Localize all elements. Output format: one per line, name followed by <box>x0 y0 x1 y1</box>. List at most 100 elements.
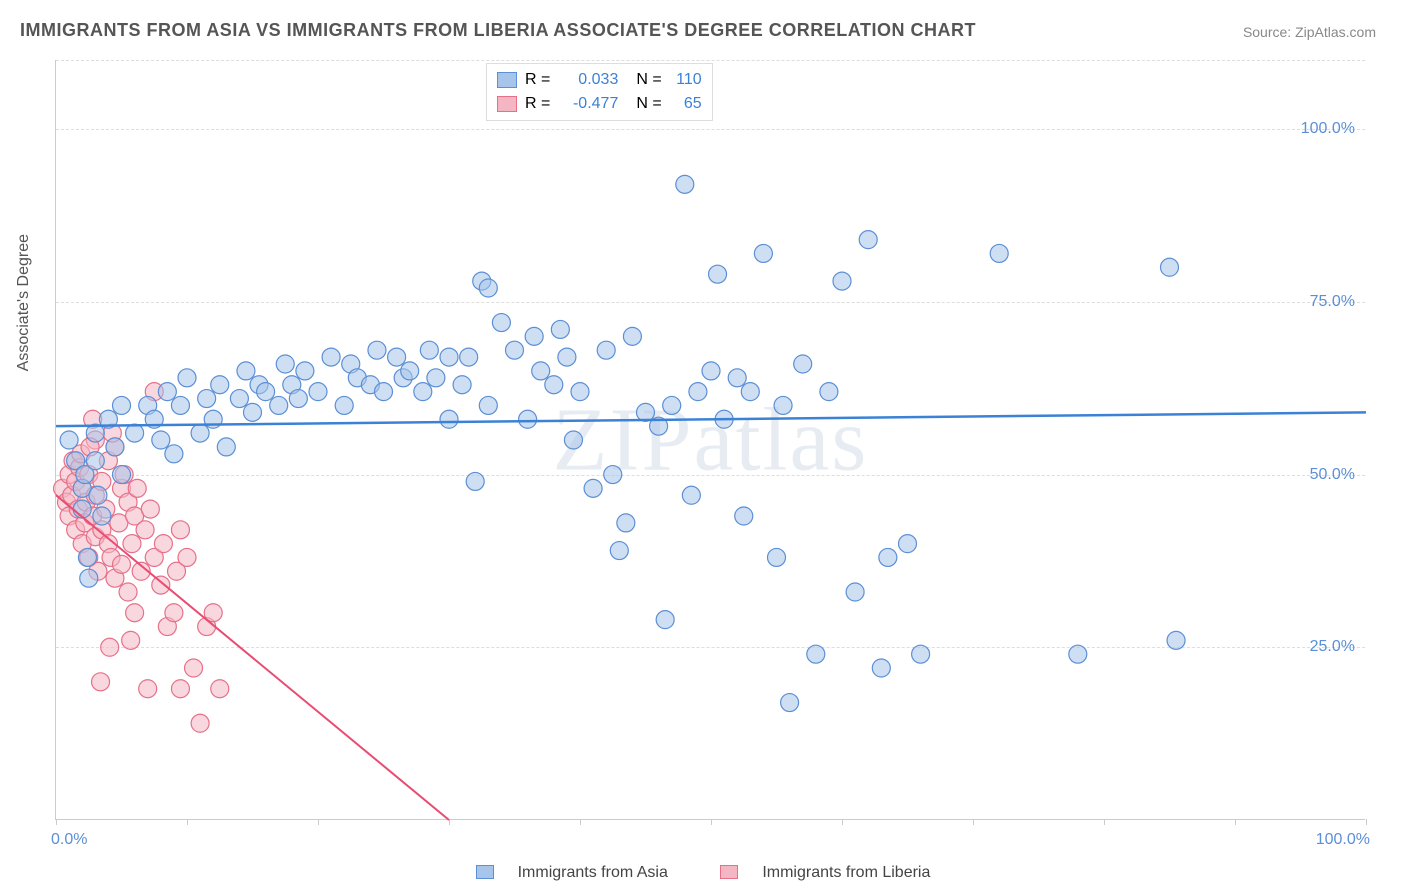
data-point <box>899 535 917 553</box>
data-point <box>141 500 159 518</box>
n-label-liberia: N = <box>636 95 661 113</box>
r-value-asia: 0.033 <box>558 71 618 89</box>
data-point <box>276 355 294 373</box>
data-point <box>663 396 681 414</box>
data-point <box>80 569 98 587</box>
data-point <box>158 383 176 401</box>
data-point <box>237 362 255 380</box>
data-point <box>558 348 576 366</box>
data-point <box>610 542 628 560</box>
data-point <box>551 320 569 338</box>
data-point <box>296 362 314 380</box>
data-point <box>171 680 189 698</box>
data-point <box>165 604 183 622</box>
x-tick <box>842 819 843 825</box>
swatch-asia <box>497 72 517 88</box>
data-point <box>230 390 248 408</box>
n-value-asia: 110 <box>670 71 702 89</box>
data-point <box>401 362 419 380</box>
data-point <box>702 362 720 380</box>
x-tick <box>1104 819 1105 825</box>
x-axis-max-label: 100.0% <box>1316 831 1370 849</box>
data-point <box>545 376 563 394</box>
x-tick <box>187 819 188 825</box>
data-point <box>152 431 170 449</box>
data-point <box>414 383 432 401</box>
data-point <box>833 272 851 290</box>
stats-legend: R = 0.033 N = 110 R = -0.477 N = 65 <box>486 63 713 121</box>
data-point <box>191 714 209 732</box>
data-point <box>741 383 759 401</box>
data-point <box>270 396 288 414</box>
legend-swatch-asia <box>476 865 494 879</box>
data-point <box>532 362 550 380</box>
data-point <box>211 376 229 394</box>
scatter-svg <box>56 60 1365 819</box>
series-legend: Immigrants from Asia Immigrants from Lib… <box>0 864 1406 882</box>
legend-label-asia: Immigrants from Asia <box>518 864 668 881</box>
data-point <box>113 466 131 484</box>
stats-row-liberia: R = -0.477 N = 65 <box>497 92 702 116</box>
legend-item-asia: Immigrants from Asia <box>464 864 685 881</box>
data-point <box>656 611 674 629</box>
data-point <box>89 486 107 504</box>
data-point <box>244 403 262 421</box>
x-tick <box>1366 819 1367 825</box>
data-point <box>106 438 124 456</box>
data-point <box>101 638 119 656</box>
data-point <box>368 341 386 359</box>
data-point <box>113 555 131 573</box>
n-label-asia: N = <box>636 71 661 89</box>
data-point <box>217 438 235 456</box>
data-point <box>427 369 445 387</box>
source-attribution: Source: ZipAtlas.com <box>1243 24 1376 40</box>
r-value-liberia: -0.477 <box>558 95 618 113</box>
data-point <box>126 604 144 622</box>
legend-swatch-liberia <box>720 865 738 879</box>
data-point <box>93 507 111 525</box>
data-point <box>375 383 393 401</box>
trendline-liberia <box>56 495 449 820</box>
data-point <box>152 576 170 594</box>
data-point <box>859 231 877 249</box>
x-tick <box>1235 819 1236 825</box>
data-point <box>119 583 137 601</box>
data-point <box>1161 258 1179 276</box>
data-point <box>113 396 131 414</box>
r-label-asia: R = <box>525 71 550 89</box>
data-point <box>165 445 183 463</box>
data-point <box>519 410 537 428</box>
data-point <box>794 355 812 373</box>
data-point <box>754 244 772 262</box>
data-point <box>584 479 602 497</box>
legend-item-liberia: Immigrants from Liberia <box>708 864 942 881</box>
data-point <box>623 327 641 345</box>
data-point <box>872 659 890 677</box>
data-point <box>781 694 799 712</box>
data-point <box>440 410 458 428</box>
data-point <box>1167 631 1185 649</box>
data-point <box>774 396 792 414</box>
data-point <box>479 279 497 297</box>
data-point <box>479 396 497 414</box>
data-point <box>466 472 484 490</box>
data-point <box>289 390 307 408</box>
legend-label-liberia: Immigrants from Liberia <box>762 864 930 881</box>
data-point <box>564 431 582 449</box>
data-point <box>139 680 157 698</box>
data-point <box>178 369 196 387</box>
data-point <box>689 383 707 401</box>
data-point <box>257 383 275 401</box>
data-point <box>126 424 144 442</box>
data-point <box>136 521 154 539</box>
data-point <box>154 535 172 553</box>
data-point <box>198 390 216 408</box>
data-point <box>846 583 864 601</box>
r-label-liberia: R = <box>525 95 550 113</box>
swatch-liberia <box>497 96 517 112</box>
data-point <box>191 424 209 442</box>
data-point <box>676 175 694 193</box>
data-point <box>171 396 189 414</box>
data-point <box>420 341 438 359</box>
data-point <box>492 314 510 332</box>
